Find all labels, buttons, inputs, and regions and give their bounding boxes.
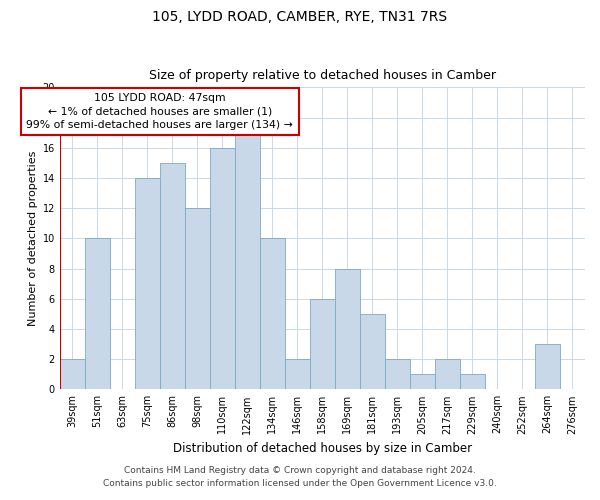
Bar [435,359,460,390]
Bar [460,374,485,390]
Bar [410,374,435,390]
Bar [60,359,85,390]
Text: 105 LYDD ROAD: 47sqm
← 1% of detached houses are smaller (1)
99% of semi-detache: 105 LYDD ROAD: 47sqm ← 1% of detached ho… [26,94,293,130]
Bar [260,238,285,390]
Bar [235,132,260,390]
Bar [160,163,185,390]
Bar [385,359,410,390]
Bar [185,208,210,390]
Y-axis label: Number of detached properties: Number of detached properties [28,150,38,326]
Bar [135,178,160,390]
X-axis label: Distribution of detached houses by size in Camber: Distribution of detached houses by size … [173,442,472,455]
Bar [285,359,310,390]
Text: 105, LYDD ROAD, CAMBER, RYE, TN31 7RS: 105, LYDD ROAD, CAMBER, RYE, TN31 7RS [152,10,448,24]
Text: Contains HM Land Registry data © Crown copyright and database right 2024.
Contai: Contains HM Land Registry data © Crown c… [103,466,497,487]
Bar [535,344,560,390]
Title: Size of property relative to detached houses in Camber: Size of property relative to detached ho… [149,69,496,82]
Bar [335,268,360,390]
Bar [85,238,110,390]
Bar [210,148,235,390]
Bar [360,314,385,390]
Bar [310,298,335,390]
